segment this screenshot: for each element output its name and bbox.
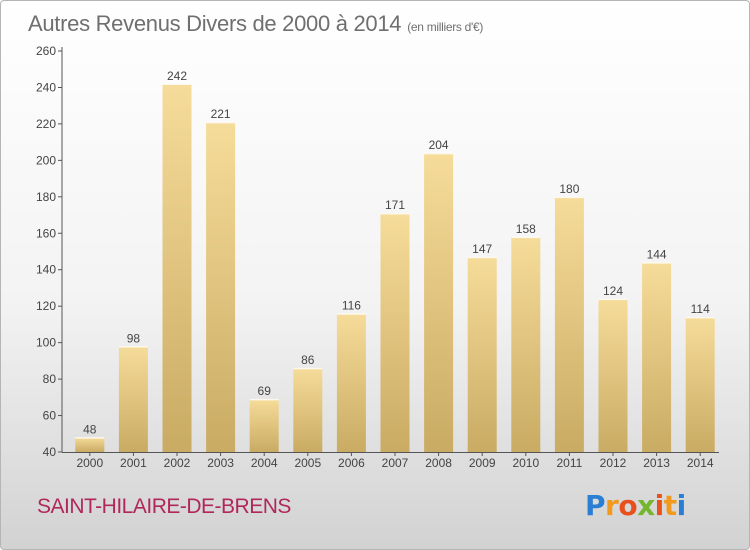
value-label-2009: 147	[472, 242, 492, 256]
value-label-2013: 144	[647, 247, 667, 261]
value-label-2008: 204	[429, 138, 449, 152]
x-tick-label-2000: 2000	[76, 456, 103, 470]
bar-2010	[511, 236, 541, 452]
logo-letter: o	[618, 489, 638, 522]
x-tick-label-2008: 2008	[425, 456, 452, 470]
chart-title-text: Autres Revenus Divers de 2000 à 2014	[28, 11, 402, 36]
y-tick-label-100: 100	[36, 336, 56, 350]
logo-letter: i	[676, 489, 687, 522]
bar-2000	[75, 437, 105, 452]
y-tick-label-140: 140	[36, 263, 56, 277]
x-tick-label-2014: 2014	[687, 456, 714, 470]
bar-2007	[380, 213, 410, 452]
commune-name: SAINT-HILAIRE-DE-BRENS	[37, 495, 291, 518]
y-tick-label-260: 260	[36, 44, 56, 58]
value-label-2007: 171	[385, 198, 405, 212]
bar-2001	[118, 346, 148, 452]
value-label-2002: 242	[167, 69, 187, 83]
value-label-2006: 116	[342, 298, 361, 312]
bar-2011	[554, 196, 584, 452]
value-label-2012: 124	[603, 284, 623, 298]
y-tick-label-220: 220	[36, 117, 56, 131]
logo-letter: P	[585, 489, 606, 522]
x-tick-label-2013: 2013	[643, 456, 670, 470]
bar-2002	[162, 83, 192, 453]
logo-letter: i	[654, 489, 665, 522]
x-tick-label-2010: 2010	[512, 456, 539, 470]
bar-2014	[685, 317, 715, 452]
proxiti-logo: Proxiti	[585, 489, 686, 522]
y-tick-label-80: 80	[43, 372, 57, 386]
bar-2006	[336, 313, 366, 452]
logo-letter: r	[605, 489, 619, 522]
y-tick-label-40: 40	[43, 445, 57, 459]
x-tick-label-2005: 2005	[294, 456, 321, 470]
value-label-2004: 69	[258, 384, 272, 398]
x-tick-label-2011: 2011	[556, 456, 582, 470]
x-tick-label-2004: 2004	[251, 456, 278, 470]
value-label-2000: 48	[83, 422, 97, 436]
x-tick-label-2001: 2001	[120, 456, 147, 470]
y-tick-label-200: 200	[36, 153, 56, 167]
value-label-2011: 180	[559, 182, 579, 196]
y-tick-label-60: 60	[43, 409, 57, 423]
y-tick-label-180: 180	[36, 190, 56, 204]
logo-letter: x	[637, 489, 655, 522]
bar-2009	[467, 256, 497, 452]
bar-2004	[249, 399, 279, 452]
chart-subtitle: (en milliers d'€)	[407, 20, 484, 34]
x-tick-label-2009: 2009	[469, 456, 496, 470]
x-tick-label-2003: 2003	[207, 456, 234, 470]
y-tick-label-160: 160	[36, 226, 56, 240]
x-tick-label-2002: 2002	[164, 456, 191, 470]
logo-letter: t	[663, 489, 677, 522]
value-label-2001: 98	[127, 331, 141, 345]
bar-2013	[642, 262, 672, 452]
value-label-2005: 86	[301, 353, 315, 367]
chart-title: Autres Revenus Divers de 2000 à 2014 (en …	[28, 11, 483, 37]
value-label-2003: 221	[211, 107, 231, 121]
y-tick-label-120: 120	[36, 299, 56, 313]
bar-2003	[206, 122, 236, 452]
y-tick-label-240: 240	[36, 80, 56, 94]
value-label-2014: 114	[691, 302, 710, 316]
x-tick-label-2006: 2006	[338, 456, 365, 470]
x-tick-label-2012: 2012	[600, 456, 627, 470]
bar-2005	[293, 368, 323, 452]
bar-2012	[598, 298, 628, 452]
x-tick-label-2007: 2007	[382, 456, 409, 470]
value-label-2010: 158	[516, 222, 536, 236]
bar-2008	[424, 153, 454, 452]
